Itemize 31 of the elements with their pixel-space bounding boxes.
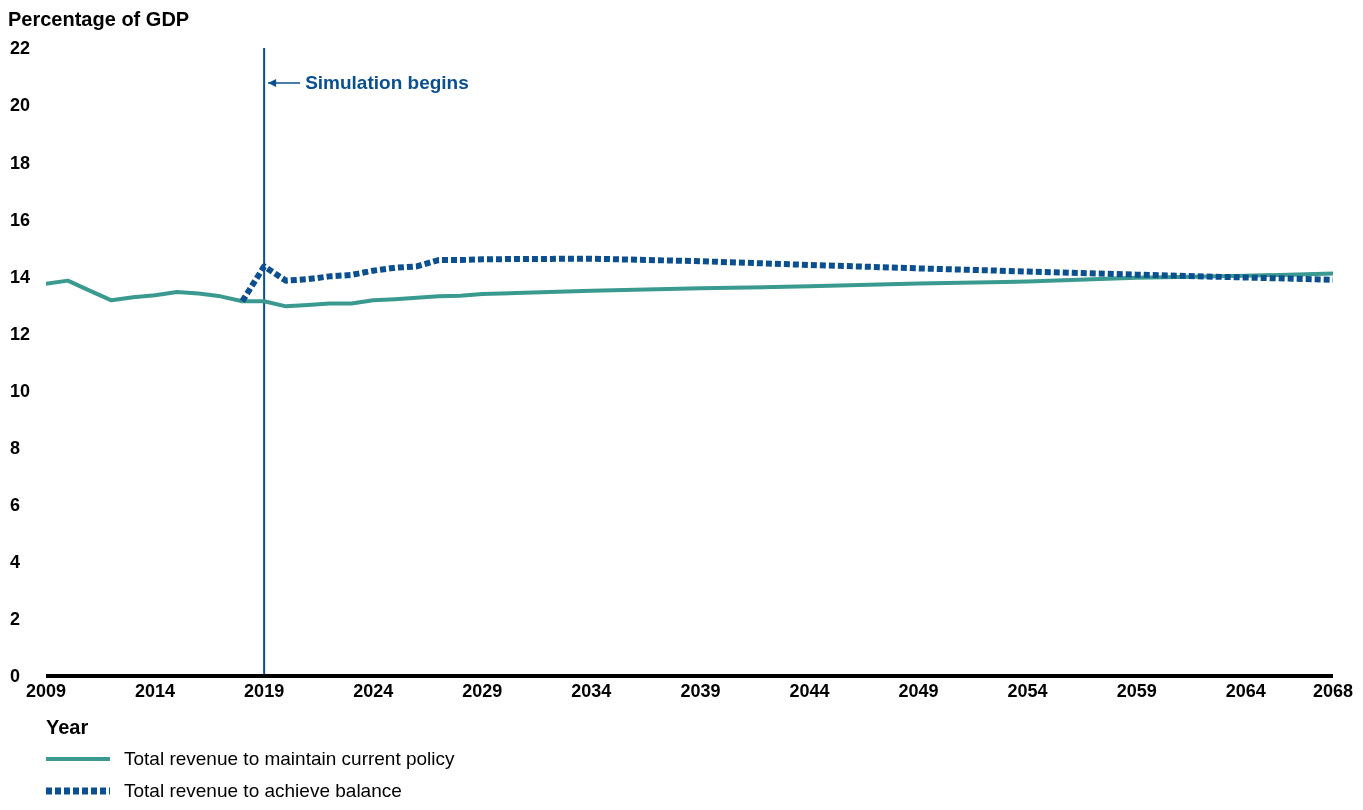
x-tick-label: 2059 bbox=[1116, 680, 1157, 701]
x-tick-label: 2049 bbox=[898, 680, 939, 701]
x-tick-label: 2054 bbox=[1007, 680, 1048, 701]
x-tick-label: 2044 bbox=[789, 680, 830, 701]
y-axis-title: Percentage of GDP bbox=[8, 8, 191, 32]
legend-label: Total revenue to achieve balance bbox=[124, 780, 402, 802]
x-tick-label: 2019 bbox=[244, 680, 285, 701]
y-tick-label: 14 bbox=[10, 266, 31, 287]
x-tick-label: 2034 bbox=[571, 680, 612, 701]
x-tick-label: 2009 bbox=[25, 680, 67, 701]
x-tick-label: 2039 bbox=[680, 680, 721, 701]
x-tick-label: 2014 bbox=[135, 680, 176, 701]
x-tick-label: 2029 bbox=[462, 680, 503, 701]
line-series bbox=[46, 271, 1333, 309]
y-tick-label: 2 bbox=[10, 609, 21, 630]
y-tick-label: 20 bbox=[10, 95, 31, 116]
x-axis-title: Year bbox=[46, 716, 90, 739]
ref-line-label: Simulation begins bbox=[305, 72, 469, 93]
y-tick-label: 4 bbox=[10, 552, 21, 573]
x-tick-label: 2068 bbox=[1312, 680, 1354, 701]
y-tick-label: 8 bbox=[10, 438, 21, 459]
x-tick-label: 2064 bbox=[1225, 680, 1266, 701]
y-tick-label: 10 bbox=[10, 380, 31, 401]
legend-label: Total revenue to maintain current policy bbox=[124, 748, 455, 770]
y-tick-label: 0 bbox=[10, 666, 21, 687]
y-tick-label: 12 bbox=[10, 323, 31, 344]
y-tick-label: 18 bbox=[10, 152, 31, 173]
y-tick-label: 6 bbox=[10, 495, 21, 516]
y-tick-label: 22 bbox=[10, 38, 31, 59]
x-tick-label: 2024 bbox=[353, 680, 394, 701]
y-tick-label: 16 bbox=[10, 209, 31, 230]
